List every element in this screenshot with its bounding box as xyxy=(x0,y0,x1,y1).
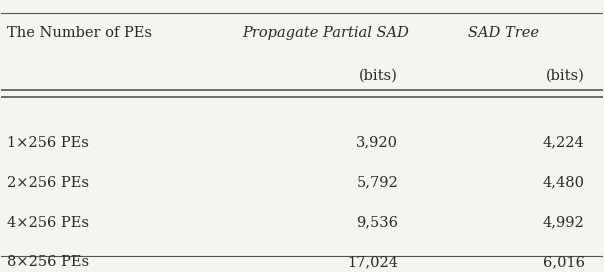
Text: 4,480: 4,480 xyxy=(542,175,585,190)
Text: (bits): (bits) xyxy=(359,69,398,83)
Text: Propagate Partial SAD: Propagate Partial SAD xyxy=(243,26,410,40)
Text: 17,024: 17,024 xyxy=(347,255,398,270)
Text: 1×256 PEs: 1×256 PEs xyxy=(7,135,89,150)
Text: The Number of PEs: The Number of PEs xyxy=(7,26,152,40)
Text: 8×256 PEs: 8×256 PEs xyxy=(7,255,89,270)
Text: 4,224: 4,224 xyxy=(543,135,585,150)
Text: 6,016: 6,016 xyxy=(542,255,585,270)
Text: (bits): (bits) xyxy=(545,69,585,83)
Text: 4×256 PEs: 4×256 PEs xyxy=(7,215,89,230)
Text: 9,536: 9,536 xyxy=(356,215,398,230)
Text: 4,992: 4,992 xyxy=(543,215,585,230)
Text: 2×256 PEs: 2×256 PEs xyxy=(7,175,89,190)
Text: SAD Tree: SAD Tree xyxy=(468,26,539,40)
Text: 3,920: 3,920 xyxy=(356,135,398,150)
Text: 5,792: 5,792 xyxy=(356,175,398,190)
